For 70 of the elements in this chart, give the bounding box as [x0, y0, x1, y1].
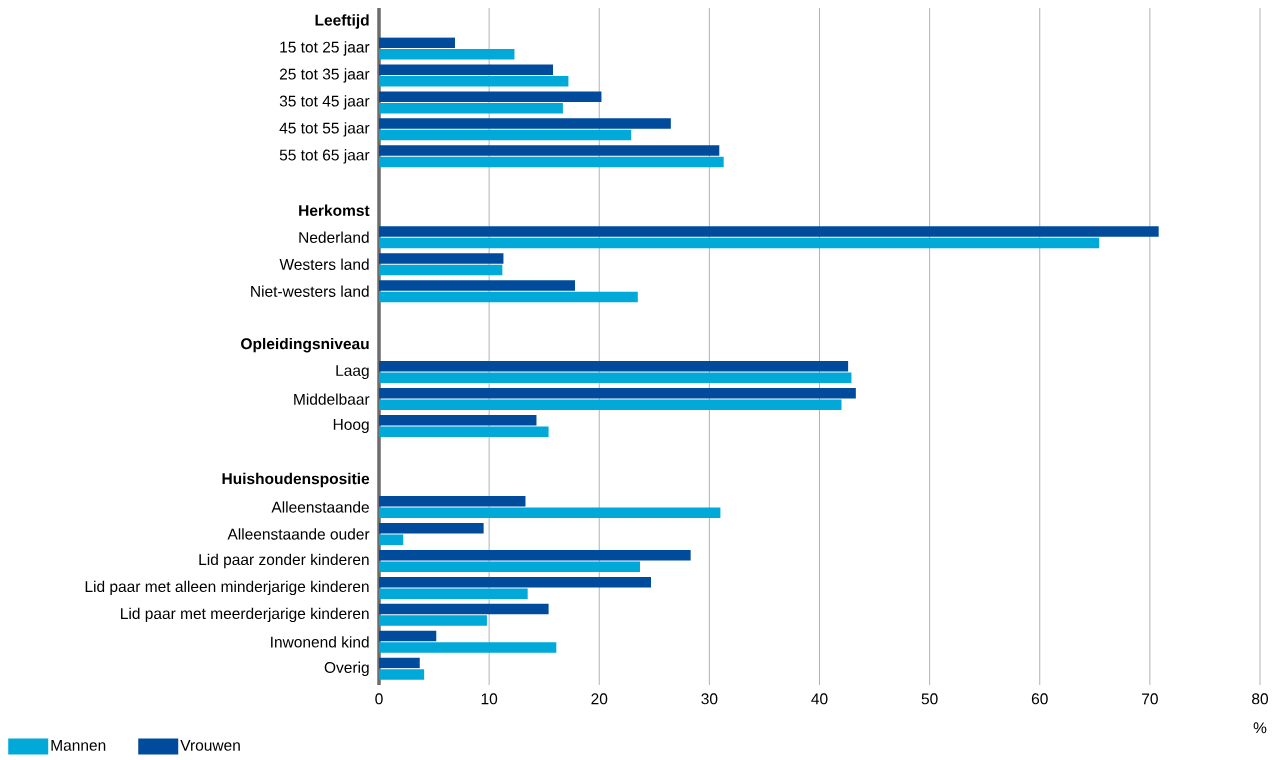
- bar: [379, 37, 455, 48]
- bar: [379, 253, 504, 264]
- y-tick-label: Lid paar met meerderjarige kinderen: [121, 607, 369, 623]
- bar: [379, 372, 852, 384]
- legend-label: Vrouwen: [180, 739, 240, 751]
- bar: [379, 561, 640, 572]
- x-tick-label: 30: [701, 693, 718, 705]
- x-tick-label: 20: [591, 693, 608, 705]
- bar: [379, 156, 724, 168]
- bar: [379, 48, 515, 60]
- bar: [379, 75, 569, 87]
- x-tick-label: 10: [481, 693, 498, 705]
- y-tick-label: Huishoudenspositie: [222, 472, 370, 488]
- x-tick-label: 0: [375, 693, 383, 705]
- x-tick-label: 50: [921, 693, 938, 705]
- bar: [379, 102, 563, 114]
- y-tick-label: Westers land: [279, 258, 369, 270]
- bar: [379, 576, 652, 588]
- y-tick-label: Laag: [336, 365, 369, 380]
- y-tick-label: Lid paar met alleen minderjarige kinderen: [85, 580, 369, 596]
- y-tick-label: Leeftijd: [315, 14, 369, 29]
- x-tick-label: 60: [1031, 693, 1048, 705]
- bar: [379, 669, 425, 680]
- y-tick-label: Alleenstaande: [271, 501, 369, 513]
- legend-label: Mannen: [51, 739, 106, 751]
- bar: [379, 291, 638, 303]
- bar: [379, 426, 549, 438]
- bar: [379, 615, 487, 626]
- bar: [379, 237, 1100, 249]
- bar: [379, 280, 576, 291]
- y-tick-label: Lid paar zonder kinderen: [199, 553, 369, 569]
- bar: [379, 118, 671, 129]
- y-tick-label: 55 tot 65 jaar: [279, 149, 370, 164]
- bar: [379, 226, 1159, 237]
- bar: [379, 129, 632, 141]
- bar: [379, 534, 404, 545]
- y-tick-label: 15 tot 25 jaar: [280, 41, 370, 56]
- bar: [379, 264, 503, 276]
- bar: [379, 603, 549, 615]
- x-tick-label: 40: [811, 693, 828, 705]
- bar: [379, 64, 553, 75]
- y-tick-label: Niet-westers land: [251, 285, 369, 297]
- bar: [379, 588, 528, 599]
- bar: [379, 145, 720, 156]
- bar: [379, 642, 557, 653]
- x-tick-label: 80: [1252, 693, 1268, 705]
- bar: [379, 495, 526, 507]
- y-tick-label: Inwonend kind: [271, 636, 369, 648]
- bar: [379, 522, 484, 534]
- bar: [379, 388, 856, 399]
- bar: [379, 399, 842, 411]
- y-tick-label: Herkomst: [299, 204, 370, 216]
- bar: [379, 657, 420, 669]
- y-tick-label: 25 tot 35 jaar: [279, 68, 370, 83]
- y-tick-label: Overig: [324, 661, 369, 677]
- bar: [379, 549, 691, 561]
- y-tick-label: Nederland: [299, 231, 369, 243]
- y-tick-label: Middelbaar: [294, 393, 370, 405]
- y-tick-label: Hoog: [333, 419, 369, 433]
- bar: [379, 91, 602, 102]
- y-tick-label: Opleidingsniveau: [241, 337, 369, 353]
- bar: [379, 507, 721, 518]
- bar: [379, 361, 849, 372]
- y-tick-label: 45 tot 55 jaar: [279, 122, 370, 137]
- y-tick-label: Alleenstaande ouder: [227, 528, 370, 540]
- x-axis-title: %: [1253, 722, 1267, 734]
- bar: [379, 415, 537, 426]
- x-tick-label: 70: [1142, 693, 1158, 705]
- y-tick-label: 35 tot 45 jaar: [279, 95, 370, 110]
- bar: [379, 630, 437, 642]
